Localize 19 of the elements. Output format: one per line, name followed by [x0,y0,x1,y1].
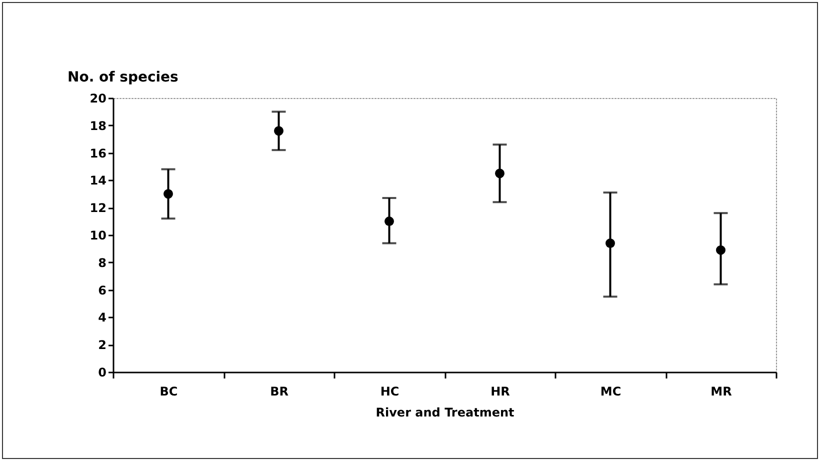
y-tick-label: 16 [90,146,106,160]
y-tick-label: 18 [90,118,106,133]
x-tick-label: MC [600,384,622,398]
x-tick-label: HC [380,384,400,398]
y-tick-label: 8 [98,256,106,270]
x-tick-label: MR [710,384,732,398]
x-tick-label: BR [270,384,288,398]
y-tick-label: 20 [90,92,106,106]
x-tick-label: BC [160,384,178,398]
y-tick-label: 12 [90,201,106,216]
x-axis-title: River and Treatment [376,406,515,420]
y-tick-label: 10 [90,228,106,242]
y-tick-label: 2 [98,338,106,352]
x-tick-label: HR [490,384,510,398]
y-tick-label: 0 [98,366,106,380]
y-tick-label: 14 [90,174,106,188]
y-axis-title: No. of species [68,70,178,86]
y-tick-label: 6 [98,283,106,298]
y-tick-label: 4 [98,310,106,325]
